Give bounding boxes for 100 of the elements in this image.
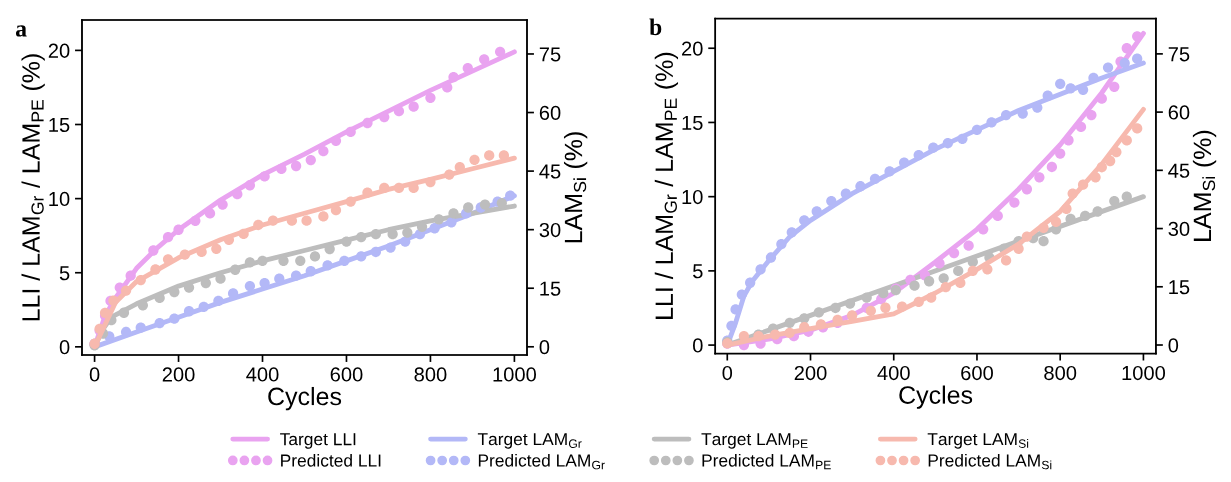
point xyxy=(379,182,390,194)
y-tick-label: 10 xyxy=(682,189,703,205)
point xyxy=(1067,188,1078,199)
point xyxy=(1046,161,1058,173)
legend-label: Target LAM$_{PE}$ xyxy=(701,433,808,449)
point xyxy=(135,274,146,286)
point xyxy=(1063,135,1074,146)
point xyxy=(339,255,350,267)
point xyxy=(786,227,797,238)
point xyxy=(869,173,881,184)
point xyxy=(433,214,444,225)
y2-tick-label: 30 xyxy=(539,222,561,238)
point xyxy=(370,229,382,240)
point xyxy=(745,277,756,288)
point xyxy=(1050,216,1062,228)
y2-axis-title: LAM$_{Si}$ (%) xyxy=(563,132,588,243)
point xyxy=(276,163,287,175)
point xyxy=(1042,90,1053,101)
point xyxy=(120,285,132,296)
point xyxy=(765,252,777,263)
point xyxy=(305,154,316,166)
point xyxy=(1021,231,1033,242)
point xyxy=(393,182,405,194)
point xyxy=(345,196,356,207)
point xyxy=(884,166,895,177)
point xyxy=(469,154,480,165)
y2-tick-label: 15 xyxy=(1169,280,1190,295)
point xyxy=(290,160,302,172)
point xyxy=(267,215,279,226)
point xyxy=(784,327,795,339)
point xyxy=(938,273,949,284)
legend-label: Predicted LAM$_{PE}$ xyxy=(702,453,831,470)
point xyxy=(356,251,367,262)
point xyxy=(896,301,908,312)
legend-label: Predicted LAM$_{Si}$ xyxy=(928,453,1052,470)
y2-tick-label: 30 xyxy=(1168,221,1190,237)
point xyxy=(154,317,165,329)
point xyxy=(1080,210,1091,222)
y2-tick-label: 15 xyxy=(540,281,561,296)
y-axis-title: LLI / LAM$_{Gr}$ / LAM$_{PE}$ (%) xyxy=(654,52,679,319)
point xyxy=(846,310,858,321)
x-tick-label: 800 xyxy=(414,367,447,382)
y-tick-label: 5 xyxy=(693,264,703,279)
point xyxy=(913,296,924,308)
point xyxy=(1096,162,1107,173)
point xyxy=(442,82,453,93)
point xyxy=(173,224,184,235)
point xyxy=(769,329,781,340)
y2-tick-label: 45 xyxy=(1168,163,1190,178)
point xyxy=(1034,172,1045,183)
point xyxy=(957,133,968,144)
point xyxy=(213,295,224,307)
point xyxy=(198,301,209,312)
point xyxy=(940,282,951,293)
point xyxy=(982,264,993,275)
y-tick-label: 5 xyxy=(59,266,70,281)
y-tick-label: 15 xyxy=(682,115,703,130)
point xyxy=(992,210,1003,222)
point xyxy=(971,124,983,136)
point xyxy=(826,195,837,207)
point xyxy=(479,54,490,65)
point xyxy=(726,320,737,331)
chart-title: a xyxy=(15,25,27,37)
point xyxy=(169,313,180,324)
x-tick-label: 0 xyxy=(722,365,733,381)
point xyxy=(861,292,872,303)
point xyxy=(425,176,436,188)
point xyxy=(1061,203,1072,214)
point xyxy=(755,264,766,275)
legend-label: Predicted LAM$_{Gr}$ xyxy=(478,453,605,470)
point xyxy=(736,289,747,300)
point xyxy=(448,71,459,83)
point xyxy=(370,246,382,258)
point xyxy=(204,208,216,219)
x-tick-label: 400 xyxy=(246,367,279,382)
point xyxy=(913,149,924,161)
point xyxy=(1132,53,1143,64)
y2-tick-label: 75 xyxy=(1168,47,1190,62)
point xyxy=(505,190,516,201)
x-tick-label: 400 xyxy=(877,365,910,381)
y2-tick-label: 45 xyxy=(539,164,561,179)
point xyxy=(1111,146,1122,158)
point xyxy=(217,199,228,210)
point xyxy=(799,215,810,226)
legend-label: Target LAM$_{Gr}$ xyxy=(477,433,582,449)
point xyxy=(844,298,856,309)
x-axis-title: Cycles xyxy=(268,386,342,411)
point xyxy=(909,280,920,291)
point xyxy=(1104,155,1116,167)
y2-tick-label: 0 xyxy=(1168,338,1179,353)
point xyxy=(978,224,989,235)
point xyxy=(230,264,241,275)
point xyxy=(855,181,866,192)
point xyxy=(238,228,249,240)
point xyxy=(318,146,329,157)
point xyxy=(446,217,457,228)
point xyxy=(1109,81,1120,92)
point xyxy=(148,245,159,256)
point xyxy=(244,280,256,292)
point xyxy=(135,322,146,333)
